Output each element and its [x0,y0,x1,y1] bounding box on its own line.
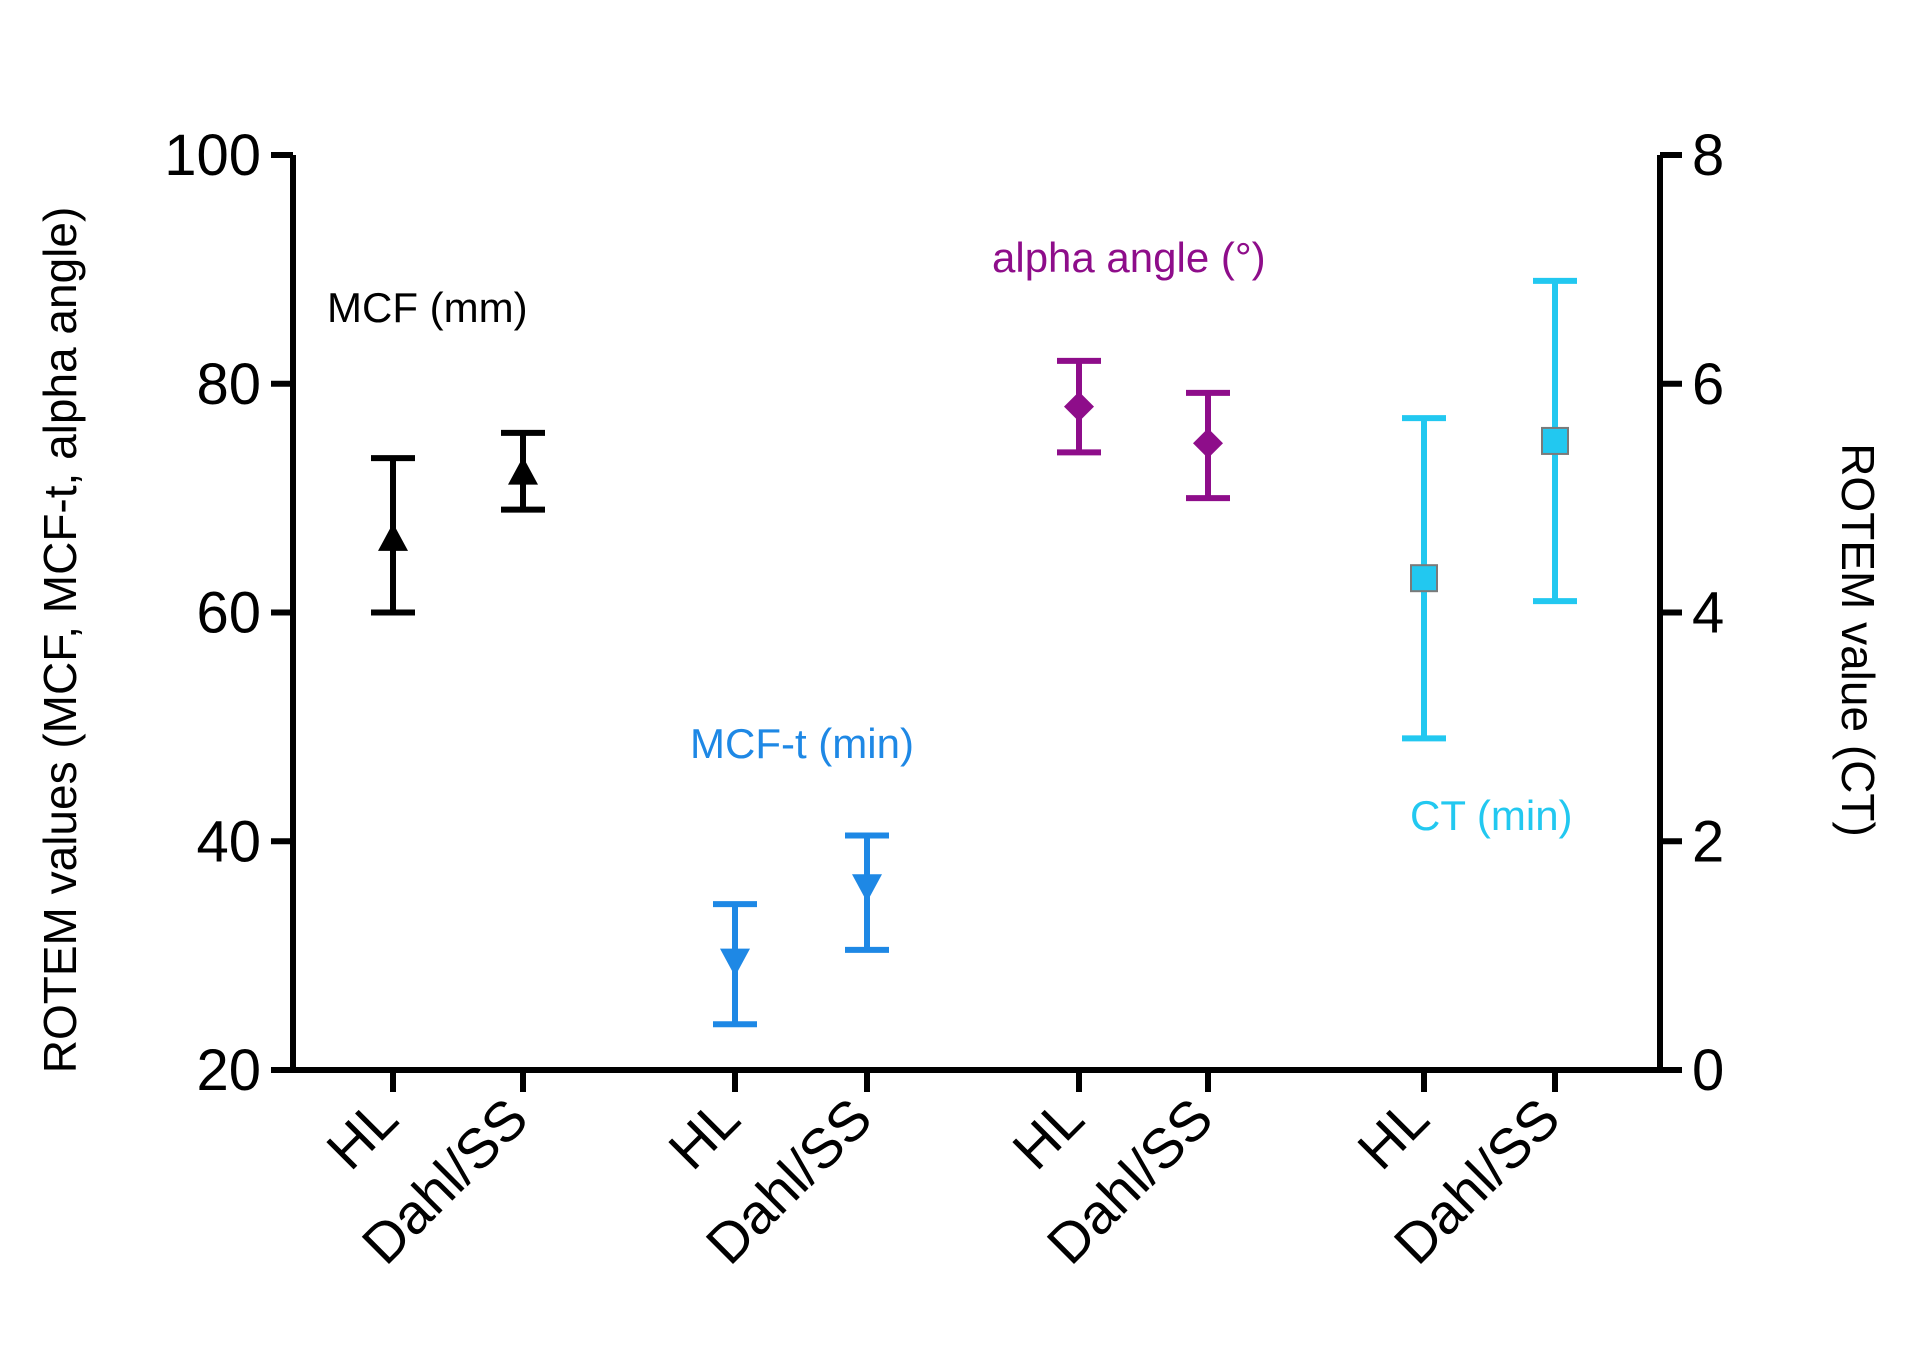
series-label-mcf: MCF (mm) [327,284,528,331]
data-point-square [1541,426,1569,455]
x-tick-label: HL [1345,1086,1440,1181]
data-point-triangle-down [852,874,882,902]
left-tick-label: 100 [164,123,261,188]
right-y-ticks: 0 2 4 6 8 [1660,123,1724,1103]
data-point-triangle-down [720,948,750,977]
right-tick-label: 8 [1692,123,1724,188]
series-label-ct: CT (min) [1410,792,1573,839]
data-point-triangle-up [508,456,538,485]
plot-marks [371,277,1577,1028]
right-y-axis-label: ROTEM value (CT) [1832,443,1884,837]
series-label-alpha-angle: alpha angle (°) [992,234,1266,281]
left-tick-label: 20 [196,1038,261,1103]
x-tick-label: HL [314,1086,409,1181]
left-tick-label: 60 [196,581,261,646]
left-y-axis-label: ROTEM values (MCF, MCF-t, alpha angle) [34,207,86,1074]
x-tick-label: HL [1000,1086,1095,1181]
right-tick-label: 6 [1692,352,1724,417]
data-point-diamond [1193,428,1223,459]
x-tick-label: HL [656,1086,751,1181]
data-point-triangle-up [378,523,408,551]
left-tick-label: 40 [196,809,261,874]
left-tick-label: 80 [196,352,261,417]
right-tick-label: 4 [1692,581,1724,646]
data-point-square [1410,564,1438,593]
left-y-ticks: 20 40 60 80 100 [164,123,293,1103]
data-point-diamond [1064,391,1094,422]
series-label-mcf-t: MCF-t (min) [690,720,914,767]
right-tick-label: 0 [1692,1038,1724,1103]
right-tick-label: 2 [1692,809,1724,874]
